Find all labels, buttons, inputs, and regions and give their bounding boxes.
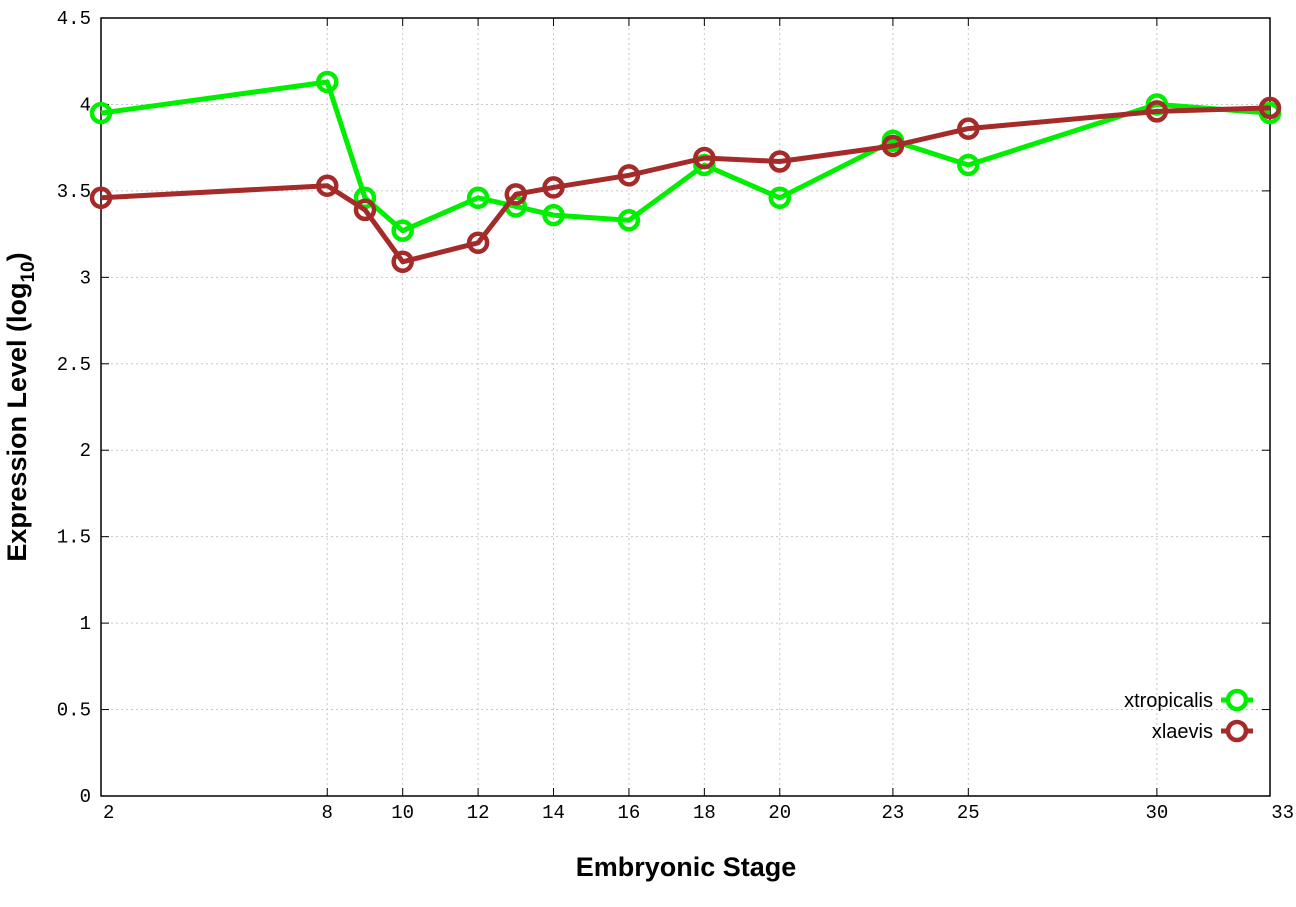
x-tick-label: 12 — [467, 802, 490, 824]
data-point — [504, 183, 528, 206]
legend: xtropicalis xlaevis — [1124, 688, 1253, 743]
x-tick-label: 30 — [1145, 802, 1168, 824]
tick-marks — [100, 17, 1271, 797]
y-axis-title-main: Expression Level (log — [2, 283, 32, 562]
x-tick-label: 33 — [1271, 802, 1294, 824]
y-tick-label: 2 — [80, 440, 91, 462]
data-point — [353, 198, 377, 222]
legend-label: xtropicalis — [1124, 690, 1213, 712]
data-point — [617, 164, 641, 187]
x-tick-label: 10 — [391, 802, 414, 824]
y-tick-label: 0.5 — [57, 700, 91, 722]
y-tick-label: 2.5 — [57, 354, 91, 376]
y-tick-label: 4 — [80, 94, 91, 116]
y-tick-label: 1 — [80, 613, 91, 635]
y-axis-title: Expression Level (log10) — [2, 252, 39, 561]
series — [89, 70, 1282, 274]
data-point — [89, 101, 113, 125]
data-point — [881, 134, 905, 158]
series-line — [100, 105, 1271, 265]
x-tick-labels: 2 8 10 12 14 16 18 20 23 25 30 33 — [103, 802, 1294, 824]
data-point — [693, 146, 716, 170]
data-point — [391, 250, 414, 274]
data-point — [617, 209, 641, 232]
data-point — [316, 174, 339, 197]
series-xlaevis — [89, 96, 1282, 274]
data-point — [768, 150, 792, 173]
x-tick-label: 23 — [881, 802, 904, 824]
x-tick-label: 25 — [957, 802, 980, 824]
data-point — [542, 176, 565, 199]
data-point — [466, 186, 490, 210]
data-point — [1145, 100, 1169, 123]
plot-frame — [100, 17, 1271, 797]
grid — [101, 18, 1270, 796]
y-tick-label: 3.5 — [57, 181, 91, 203]
x-tick-label: 8 — [322, 802, 333, 824]
y-tick-label: 1.5 — [57, 527, 91, 549]
y-tick-label: 3 — [80, 267, 91, 289]
data-point — [957, 153, 980, 177]
series-xtropicalis — [89, 70, 1282, 242]
y-axis-title-subscript: 10 — [18, 261, 39, 282]
y-tick-labels: 0 0.5 1 1.5 2 2.5 3 3.5 4 4.5 — [57, 8, 91, 808]
data-point — [1258, 96, 1282, 120]
data-point — [353, 186, 377, 210]
data-point — [316, 70, 339, 94]
legend-label: xlaevis — [1152, 721, 1213, 743]
x-tick-label: 18 — [693, 802, 716, 824]
x-axis-title: Embryonic Stage — [576, 852, 797, 882]
y-tick-label: 0 — [80, 786, 91, 808]
data-point — [466, 231, 490, 255]
x-tick-label: 20 — [768, 802, 791, 824]
data-point — [89, 186, 113, 210]
x-tick-label: 14 — [542, 802, 565, 824]
x-tick-label: 2 — [103, 802, 114, 824]
legend-swatch-marker — [1225, 688, 1249, 712]
data-point — [957, 117, 980, 140]
y-tick-label: 4.5 — [57, 8, 91, 30]
data-point — [768, 186, 792, 210]
data-point — [391, 219, 414, 242]
legend-swatch-marker — [1225, 719, 1249, 743]
data-point — [542, 203, 565, 227]
x-tick-label: 16 — [618, 802, 641, 824]
y-axis-title-close: ) — [2, 252, 32, 261]
